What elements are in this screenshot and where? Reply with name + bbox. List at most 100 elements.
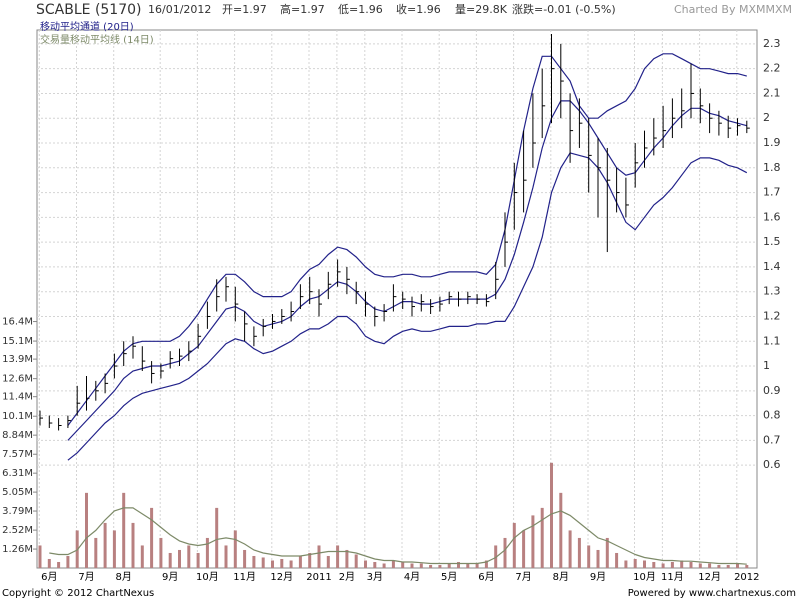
volume-bar [438,564,442,568]
x-tick-label: 9月 [590,571,606,583]
x-tick-label: 11月 [233,571,256,583]
x-tick-label: 2011 [306,572,331,583]
volume-bar [522,530,526,568]
x-tick-label: 12月 [698,571,721,583]
volume-tick-label: 6.31M [2,468,33,479]
y-tick-label: 2.1 [763,86,781,99]
y-tick-label: 1.4 [763,260,781,273]
volume-bar [382,563,386,568]
y-tick-label: 2.2 [763,62,781,75]
plot-frame [36,29,758,569]
x-tick-label: 10月 [196,571,219,583]
x-tick-label: 6月 [478,571,494,583]
volume-bar [726,564,730,568]
volume-bar [615,552,619,568]
volume-bar [708,563,712,568]
volume-tick-label: 11.4M [2,392,33,403]
y-tick-label: 1 [763,359,770,372]
volume-bar [419,563,423,568]
volume-bar [559,492,563,568]
y-tick-label: 1.7 [763,186,781,199]
volume-bar [280,558,284,568]
volume-bar [317,545,321,568]
volume-bar [66,555,70,568]
y-tick-label: 0.9 [763,384,781,397]
volume-bar [736,563,739,568]
y-tick-label: 2 [763,111,770,124]
x-tick-label: 5月 [441,571,457,583]
y-tick-label: 1.2 [763,309,781,322]
y-tick-label: 1.8 [763,161,781,174]
volume-bar [401,561,405,568]
x-tick-label: 10月 [633,571,656,583]
volume-bar [391,560,395,568]
volume-bar [698,563,702,568]
y-tick-label: 1.9 [763,136,781,149]
volume-bar [717,564,721,568]
x-tick-label: 3月 [367,571,383,583]
volume-bar [689,561,693,568]
header-info: 收=1.96 [396,2,441,16]
y-tick-label: 1.5 [763,235,781,248]
volume-bar [57,561,61,568]
volume-bar [364,560,367,568]
y-tick-label: 0.7 [763,433,781,446]
volume-bar [540,507,544,568]
volume-bar [140,545,144,568]
header-info: 高=1.97 [280,2,325,16]
legend-bands: 移动平均通道 (20日) [40,20,134,33]
volume-bar [577,537,581,568]
volume-bar [47,558,51,568]
y-tick-label: 0.6 [763,458,781,471]
volume-bar [670,561,674,568]
volume-bar [605,537,609,568]
volume-bar [261,557,265,568]
y-tick-label: 0.8 [763,409,781,422]
volume-bar [373,561,377,568]
volume-tick-label: 16.4M [2,317,33,328]
volume-tick-label: 8.84M [2,430,33,441]
y-tick-label: 2.3 [763,37,781,50]
volume-bar [252,555,256,568]
x-tick-label: 2012 [734,572,759,583]
volume-bar [531,515,535,568]
volume-tick-label: 10.1M [2,411,33,422]
volume-bar [215,507,219,568]
x-tick-label: 8月 [553,571,569,583]
volume-bar [661,563,665,568]
volume-bar [326,555,330,568]
volume-tick-label: 1.26M [2,544,33,555]
volume-bar [271,560,274,568]
volume-bar [466,563,470,568]
header-info: 低=1.96 [338,3,383,16]
volume-tick-label: 2.52M [2,525,33,536]
x-tick-label: 12月 [270,571,293,583]
header-info: 量=29.8K [455,3,508,16]
volume-bar [196,552,200,568]
volume-tick-label: 13.9M [2,354,33,365]
volume-tick-label: 7.57M [2,449,33,460]
volume-tick-label: 3.79M [2,506,33,517]
y-tick-label: 1.6 [763,210,781,223]
band-middle [67,100,747,441]
volume-bar [168,552,172,568]
volume-ma-line [49,507,747,565]
volume-bar [596,549,600,568]
volume-bar [512,522,516,568]
volume-bar [205,537,209,568]
volume-bar [289,560,293,568]
volume-bar [233,530,237,568]
volume-bar [178,549,181,568]
band-lower [67,152,748,461]
volume-bar [587,545,591,568]
x-tick-label: 6月 [41,571,57,583]
x-tick-label: 11月 [661,571,684,583]
footer-left: Copyright © 2012 ChartNexus [2,588,154,599]
credit: Charted By MXMMXM [674,3,792,16]
band-upper [67,53,747,426]
header-info: 涨跌=-0.01 (-0.5%) [512,2,616,16]
header-info: 16/01/2012 [148,3,211,16]
volume-bar [410,563,414,568]
volume-bar [633,558,637,568]
